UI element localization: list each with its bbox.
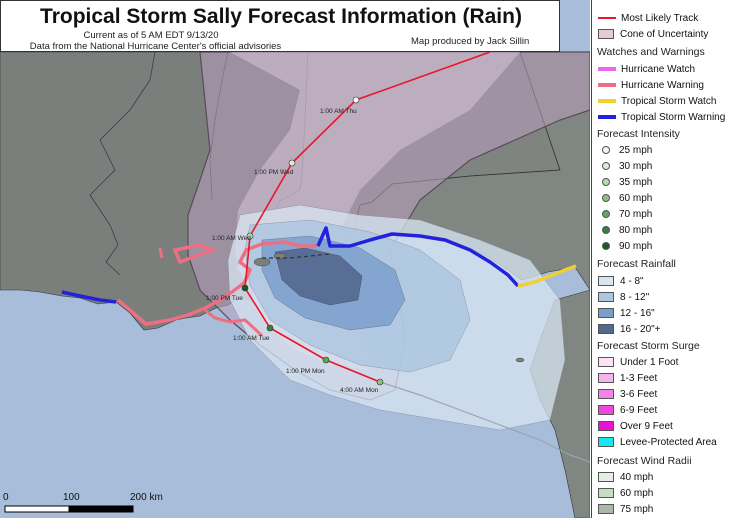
map-credit: Map produced by Jack Sillin bbox=[411, 36, 530, 47]
intensity-dot-icon bbox=[602, 226, 610, 234]
legend-rain-12-16: 12 - 16" bbox=[598, 306, 655, 320]
forecast-point-mon-4am bbox=[376, 378, 384, 386]
tropical-storm-warning-west bbox=[61, 290, 117, 304]
title-box: Tropical Storm Sally Forecast Informatio… bbox=[0, 0, 560, 52]
legend-surge-3-6: 3-6 Feet bbox=[598, 387, 657, 401]
legend-intensity-90: 90 mph bbox=[598, 239, 652, 253]
hurricane-watch-swatch-icon bbox=[598, 67, 616, 71]
intensity-dot-icon bbox=[602, 178, 610, 186]
coastal-islands bbox=[253, 252, 525, 363]
rain-swatch-icon bbox=[598, 276, 614, 286]
legend-panel: Most Likely Track Cone of Uncertainty Wa… bbox=[591, 0, 733, 518]
legend-wind-title: Forecast Wind Radii bbox=[597, 455, 692, 467]
legend-intensity-60: 60 mph bbox=[598, 191, 652, 205]
hurricane-warning-coast bbox=[116, 240, 318, 326]
track-label-wed-1pm: 1:00 PM Wed bbox=[254, 169, 294, 176]
wind-swatch-icon bbox=[598, 504, 614, 514]
tropical-storm-watch-coast bbox=[517, 264, 577, 288]
rain-swatch-icon bbox=[598, 292, 614, 302]
wind-swatch-icon bbox=[598, 488, 614, 498]
legend-ts-watch: Tropical Storm Watch bbox=[598, 94, 716, 108]
surge-swatch-icon bbox=[598, 437, 614, 447]
legend-hurricane-warning: Hurricane Warning bbox=[598, 78, 704, 92]
forecast-point-wed-1pm bbox=[288, 159, 296, 167]
map-canvas: 4:00 AM Mon 1:00 PM Mon 1:00 AM Tue 1:00… bbox=[0, 0, 591, 519]
legend-rain-4-8: 4 - 8" bbox=[598, 274, 644, 288]
legend-surge-over-9: Over 9 Feet bbox=[598, 419, 673, 433]
legend-intensity-80: 80 mph bbox=[598, 223, 652, 237]
track-label-tue-1am: 1:00 AM Tue bbox=[233, 335, 270, 342]
hurricane-warning-inlet bbox=[158, 247, 164, 259]
legend-intensity-title: Forecast Intensity bbox=[597, 128, 680, 140]
legend-cone: Cone of Uncertainty bbox=[598, 27, 708, 41]
surge-swatch-icon bbox=[598, 389, 614, 399]
surge-swatch-icon bbox=[598, 421, 614, 431]
legend-wind-60: 60 mph bbox=[598, 486, 653, 500]
track-label-thu-1am: 1:00 AM Thu bbox=[320, 108, 357, 115]
legend-wind-40: 40 mph bbox=[598, 470, 653, 484]
legend-intensity-25: 25 mph bbox=[598, 143, 652, 157]
map-title: Tropical Storm Sally Forecast Informatio… bbox=[40, 5, 522, 28]
legend-surge-1-3: 1-3 Feet bbox=[598, 371, 657, 385]
past-track bbox=[379, 381, 591, 463]
legend-rain-8-12: 8 - 12" bbox=[598, 290, 649, 304]
legend-most-likely-track: Most Likely Track bbox=[598, 11, 698, 25]
forecast-point-thu-1am bbox=[352, 96, 360, 104]
surge-swatch-icon bbox=[598, 357, 614, 367]
legend-ts-warning: Tropical Storm Warning bbox=[598, 110, 725, 124]
track-label-tue-1pm: 1:00 PM Tue bbox=[206, 295, 243, 302]
ts-watch-swatch-icon bbox=[598, 99, 616, 103]
scale-label-100: 100 bbox=[63, 492, 80, 503]
track-label-mon-1pm: 1:00 PM Mon bbox=[286, 368, 325, 375]
legend-intensity-70: 70 mph bbox=[598, 207, 652, 221]
tropical-storm-warning-east bbox=[316, 226, 520, 288]
legend-surge-6-9: 6-9 Feet bbox=[598, 403, 657, 417]
intensity-dot-icon bbox=[602, 242, 610, 250]
forecast-point-tue-1pm bbox=[241, 284, 249, 292]
legend-intensity-30: 30 mph bbox=[598, 159, 652, 173]
legend-wind-75: 75 mph bbox=[598, 502, 653, 516]
track-label-wed-1am: 1:00 AM Wed bbox=[212, 235, 251, 242]
legend-rain-16-20: 16 - 20"+ bbox=[598, 322, 661, 336]
intensity-dot-icon bbox=[602, 210, 610, 218]
scale-label-0: 0 bbox=[3, 492, 9, 503]
rain-swatch-icon bbox=[598, 324, 614, 334]
legend-surge-title: Forecast Storm Surge bbox=[597, 340, 700, 352]
legend-surge-under-1: Under 1 Foot bbox=[598, 355, 678, 369]
surge-swatch-icon bbox=[598, 373, 614, 383]
legend-watches-title: Watches and Warnings bbox=[597, 46, 705, 58]
ts-warning-swatch-icon bbox=[598, 115, 616, 119]
scale-bar: 0 100 200 km bbox=[3, 492, 163, 513]
hurricane-warning-south bbox=[204, 308, 264, 338]
intensity-dot-icon bbox=[602, 194, 610, 202]
forecast-point-wed-1am bbox=[246, 232, 254, 240]
legend-hurricane-watch: Hurricane Watch bbox=[598, 62, 695, 76]
track-label-mon-4am: 4:00 AM Mon bbox=[340, 387, 379, 394]
intensity-dot-icon bbox=[602, 162, 610, 170]
legend-intensity-35: 35 mph bbox=[598, 175, 652, 189]
forecast-map: 4:00 AM Mon 1:00 PM Mon 1:00 AM Tue 1:00… bbox=[0, 0, 591, 519]
legend-levee-protected: Levee-Protected Area bbox=[598, 435, 717, 449]
forecast-point-mon-1pm bbox=[322, 356, 330, 364]
scale-label-200: 200 km bbox=[130, 492, 163, 503]
intensity-dot-icon bbox=[602, 146, 610, 154]
data-source: Data from the National Hurricane Center'… bbox=[29, 41, 282, 52]
surge-swatch-icon bbox=[598, 405, 614, 415]
red-track-line-icon bbox=[598, 17, 616, 19]
cone-swatch-icon bbox=[598, 29, 614, 39]
hurricane-warning-lake bbox=[172, 243, 217, 265]
hurricane-warning-swatch-icon bbox=[598, 83, 616, 87]
forecast-point-tue-1am bbox=[266, 324, 274, 332]
legend-rain-title: Forecast Rainfall bbox=[597, 258, 676, 270]
most-likely-track bbox=[244, 51, 491, 383]
wind-swatch-icon bbox=[598, 472, 614, 482]
rain-16-20 bbox=[274, 247, 363, 306]
current-as-of: Current as of 5 AM EDT 9/13/20 bbox=[83, 30, 219, 41]
mississippi-river bbox=[89, 51, 156, 276]
rain-swatch-icon bbox=[598, 308, 614, 318]
dashed-contour bbox=[262, 253, 331, 259]
